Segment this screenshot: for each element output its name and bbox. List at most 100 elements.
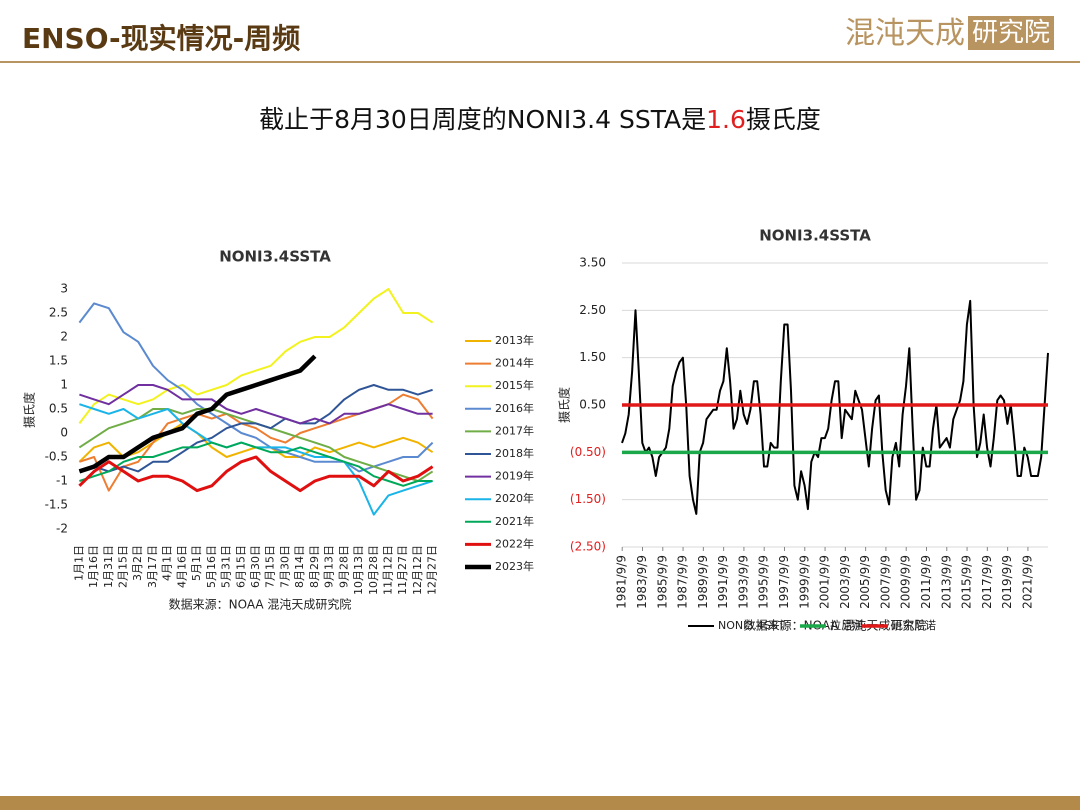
legend-label: 厄尔尼诺 (892, 619, 936, 632)
legend-label: 2023年 (495, 559, 534, 573)
x-tick-label: 1987/9/9 (676, 555, 690, 609)
y-tick-label: 2.50 (579, 303, 606, 317)
x-tick-label: 7月30日 (278, 545, 291, 588)
legend-label: 2014年 (495, 356, 534, 370)
slide-title: ENSO-现实情况-周频 (22, 22, 300, 55)
series-line (79, 384, 433, 473)
x-tick-label: 6月15日 (234, 545, 247, 588)
x-tick-label: 2001/9/9 (818, 555, 832, 609)
series-line (78, 354, 317, 474)
y-axis-label: 摄氏度 (22, 392, 37, 428)
series-line (621, 299, 1049, 515)
x-tick-label: 2月15日 (117, 545, 130, 588)
logo-main: 混沌天成 (845, 16, 965, 51)
x-tick-label: 10月13日 (352, 545, 365, 595)
y-axis-label: 摄氏度 (557, 387, 572, 423)
series-line (78, 455, 434, 493)
x-tick-label: 5月16日 (205, 545, 218, 588)
y-tick-label: 1 (60, 378, 68, 392)
x-tick-label: 4月16日 (175, 545, 188, 588)
x-tick-label: 2021/9/9 (1020, 555, 1034, 609)
x-tick-label: 3月2日 (131, 545, 144, 581)
x-tick-label: 11月27日 (396, 545, 409, 595)
y-tick-label: (2.50) (570, 540, 606, 554)
x-tick-label: 1983/9/9 (635, 555, 649, 609)
legend-label: 2020年 (495, 491, 534, 505)
y-tick-label: -1.5 (45, 498, 68, 512)
series-line (79, 384, 433, 425)
legend-label: 2013年 (495, 333, 534, 347)
x-tick-label: 1月31日 (102, 545, 115, 588)
legend-label: 2015年 (495, 378, 534, 392)
source-note: 数据来源：NOAA 混沌天成研究院 (744, 618, 927, 633)
subtitle-part: 截止于8月30日周度的NONI3.4 SSTA是 (259, 105, 706, 134)
x-tick-label: 9月13日 (323, 545, 336, 588)
x-tick-label: 12月12日 (411, 545, 424, 595)
x-tick-label: 2007/9/9 (878, 555, 892, 609)
x-tick-label: 1985/9/9 (655, 555, 669, 609)
y-tick-label: 2 (60, 330, 68, 344)
x-tick-label: 2013/9/9 (939, 555, 953, 609)
x-tick-label: 2005/9/9 (858, 555, 872, 609)
x-tick-label: 2017/9/9 (980, 555, 994, 609)
x-tick-label: 1991/9/9 (716, 555, 730, 609)
x-tick-label: 1981/9/9 (615, 555, 629, 609)
y-tick-label: -2 (56, 522, 68, 536)
x-tick-label: 2009/9/9 (899, 555, 913, 609)
chart-title: NONI3.4SSTA (219, 248, 331, 266)
x-tick-label: 7月15日 (264, 545, 277, 588)
subtitle-highlight: 1.6 (706, 105, 746, 134)
y-tick-label: (1.50) (570, 492, 606, 506)
x-tick-label: 12月27日 (426, 545, 439, 595)
legend-label: 2017年 (495, 423, 534, 437)
y-tick-label: (0.50) (570, 445, 606, 459)
y-tick-label: 3 (60, 282, 68, 296)
x-tick-label: 4月1日 (161, 545, 174, 581)
y-tick-label: 0.5 (49, 402, 68, 416)
legend-label: 2019年 (495, 469, 534, 483)
logo-box (968, 16, 1054, 50)
x-tick-label: 1999/9/9 (797, 555, 811, 609)
x-tick-label: 9月28日 (337, 545, 350, 588)
y-tick-label: 3.50 (579, 256, 606, 270)
chart-title: NONI3.4SSTA (759, 227, 871, 245)
x-tick-label: 2015/9/9 (960, 555, 974, 609)
x-tick-label: 8月14日 (293, 545, 306, 588)
x-tick-label: 2003/9/9 (838, 555, 852, 609)
x-tick-label: 8月29日 (308, 545, 321, 588)
series-line (78, 288, 434, 425)
x-tick-label: 2019/9/9 (1000, 555, 1014, 609)
x-tick-label: 10月28日 (367, 545, 380, 595)
y-tick-label: 0 (60, 426, 68, 440)
x-tick-label: 1995/9/9 (757, 555, 771, 609)
x-tick-label: 5月31日 (220, 545, 233, 588)
source-note: 数据来源：NOAA 混沌天成研究院 (169, 597, 352, 612)
subtitle-part: 摄氏度 (746, 105, 821, 134)
x-tick-label: 1997/9/9 (777, 555, 791, 609)
legend-label: 拉尼娜 (830, 618, 863, 632)
subtitle: 截止于8月30日周度的NONI3.4 SSTA是1.6摄氏度 (259, 105, 821, 134)
x-tick-label: 3月17日 (146, 545, 159, 588)
x-tick-label: 1月1日 (72, 545, 85, 581)
x-tick-label: 11月12日 (381, 545, 394, 595)
x-tick-label: 1993/9/9 (736, 555, 750, 609)
footer-bar (0, 796, 1080, 810)
legend-label: 2021年 (495, 514, 534, 528)
legend-label: NONI3.4SST (718, 619, 785, 632)
x-tick-label: 5月1日 (190, 545, 203, 581)
series-line (79, 441, 433, 487)
y-tick-label: 0.50 (579, 398, 606, 412)
x-tick-label: 6月30日 (249, 545, 262, 588)
x-tick-label: 1月16日 (87, 545, 100, 588)
logo-box-text: 研究院 (972, 18, 1050, 48)
y-tick-label: 1.50 (579, 350, 606, 364)
y-tick-label: -1 (56, 474, 68, 488)
y-tick-label: -0.5 (45, 450, 68, 464)
y-tick-label: 2.5 (49, 306, 68, 320)
legend-label: 2022年 (495, 536, 534, 550)
x-tick-label: 1989/9/9 (696, 555, 710, 609)
header-rule (0, 61, 1080, 63)
y-tick-label: 1.5 (49, 354, 68, 368)
x-tick-label: 2011/9/9 (919, 555, 933, 609)
